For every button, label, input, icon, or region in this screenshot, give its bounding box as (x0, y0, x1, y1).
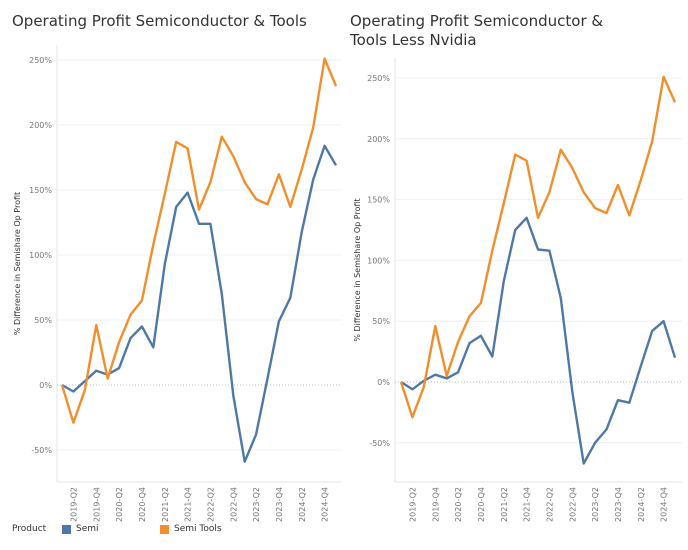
x-tick-label: 2022-Q4 (229, 487, 238, 522)
x-tick-label: 2019-Q4 (431, 487, 440, 522)
y-tick-label: 150% (29, 186, 52, 195)
legend-label: Semi (76, 524, 99, 534)
legend-title: Product (12, 524, 47, 534)
y-axis-title: % Difference in Semishare Op Profit (353, 198, 362, 341)
x-tick-label: 2020-Q2 (115, 487, 124, 522)
x-tick-label: 2024-Q2 (637, 487, 646, 522)
y-tick-label: 50% (372, 317, 390, 326)
x-tick-label: 2024-Q4 (660, 487, 669, 522)
x-tick-label: 2022-Q2 (545, 487, 554, 522)
y-tick-label: 150% (367, 196, 390, 205)
y-tick-label: 250% (367, 74, 390, 83)
legend-item-semi-tools[interactable]: Semi Tools (160, 524, 222, 534)
y-tick-label: 50% (34, 316, 52, 325)
x-tick-label: 2019-Q2 (69, 487, 78, 522)
x-tick-label: 2024-Q2 (298, 487, 307, 522)
x-tick-label: 2021-Q4 (184, 487, 193, 522)
series-line-semi-tools (399, 75, 677, 419)
legend-swatch-semi (62, 524, 71, 534)
x-tick-label: 2020-Q4 (477, 487, 486, 522)
series-line-semi (400, 216, 677, 465)
legend-item-semi[interactable]: Semi (62, 524, 99, 534)
x-tick-label: 2023-Q2 (252, 487, 261, 522)
x-tick-label: 2021-Q2 (500, 487, 509, 522)
legend-label: Semi Tools (174, 524, 222, 534)
x-tick-label: 2021-Q2 (161, 487, 170, 522)
y-tick-label: 0% (377, 378, 390, 387)
y-axis-title: % Difference in Semishare Op Profit (13, 192, 22, 335)
y-tick-label: 0% (39, 381, 52, 390)
y-tick-label: -50% (31, 446, 52, 455)
y-tick-label: 250% (29, 56, 52, 65)
x-tick-label: 2020-Q2 (454, 487, 463, 522)
chart-title-right: Operating Profit Semiconductor & Tools L… (350, 12, 604, 49)
y-tick-label: 200% (29, 121, 52, 130)
y-tick-label: 100% (29, 251, 52, 260)
chart-title-left: Operating Profit Semiconductor & Tools (12, 12, 307, 30)
x-tick-label: 2022-Q4 (568, 487, 577, 522)
x-tick-label: 2022-Q2 (206, 487, 215, 522)
x-tick-label: 2023-Q2 (591, 487, 600, 522)
x-tick-label: 2019-Q4 (92, 487, 101, 522)
x-tick-label: 2024-Q4 (321, 487, 330, 522)
x-tick-label: 2023-Q4 (275, 487, 284, 522)
x-tick-label: 2019-Q2 (408, 487, 417, 522)
y-tick-label: 100% (367, 256, 390, 265)
x-tick-label: 2023-Q4 (614, 487, 623, 522)
y-tick-label: 200% (367, 135, 390, 144)
legend-swatch-semi-tools (160, 524, 169, 534)
x-tick-label: 2020-Q4 (138, 487, 147, 522)
x-tick-label: 2021-Q4 (523, 487, 532, 522)
y-tick-label: -50% (369, 439, 390, 448)
series-line-semi-tools (60, 57, 338, 424)
